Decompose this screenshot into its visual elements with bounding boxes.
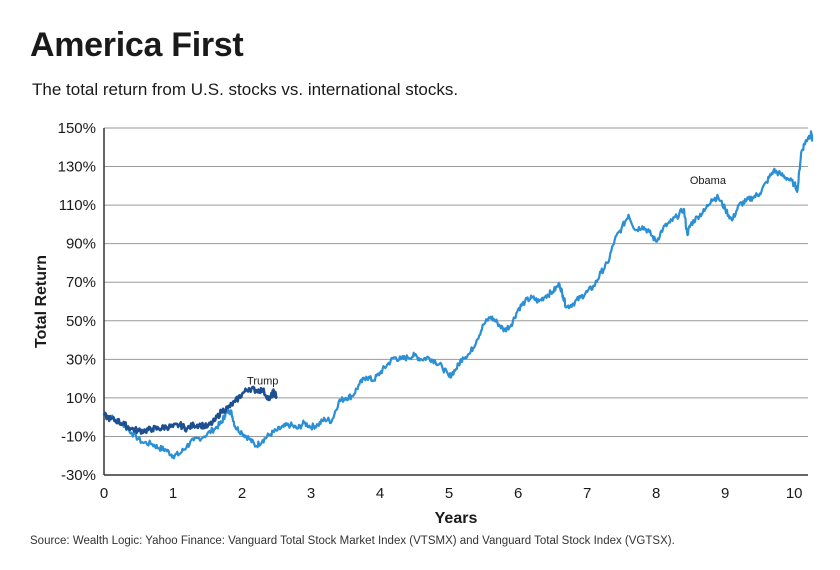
y-tick-label: 110% — [59, 197, 96, 214]
x-tick-label: 10 — [786, 485, 803, 502]
x-tick-label: 3 — [307, 485, 315, 502]
chart-subtitle: The total return from U.S. stocks vs. in… — [32, 80, 459, 99]
y-axis-title: Total Return — [33, 255, 50, 348]
y-tick-label: 50% — [66, 313, 96, 330]
y-tick-label: -10% — [61, 428, 96, 445]
x-tick-labels: 0 1 2 3 4 5 6 7 8 9 10 — [100, 485, 803, 502]
y-tick-label: 30% — [66, 351, 96, 368]
series-label-trump: Trump — [247, 375, 278, 387]
y-tick-label: 90% — [66, 236, 96, 253]
x-tick-label: 8 — [652, 485, 660, 502]
series-label-obama: Obama — [690, 175, 727, 187]
x-tick-label: 5 — [445, 485, 453, 502]
x-tick-label: 0 — [100, 485, 108, 502]
source-note: Source: Wealth Logic: Yahoo Finance: Van… — [30, 535, 675, 547]
line-chart: 150% 130% 110% 90% 70% 50% 30% 10% -10% -30% 0 1 2 3… — [33, 120, 814, 527]
series-line-trump — [102, 385, 278, 435]
series-annotations: Obama Trump — [247, 175, 727, 387]
y-tick-label: 130% — [58, 159, 96, 176]
chart-title: America First — [30, 26, 244, 64]
y-tick-label: -30% — [61, 467, 96, 484]
x-tick-label: 7 — [583, 485, 591, 502]
y-tick-label: 150% — [58, 120, 96, 137]
x-tick-label: 2 — [238, 485, 246, 502]
x-tick-label: 6 — [514, 485, 522, 502]
series-line-obama — [103, 130, 814, 460]
x-tick-label: 1 — [169, 485, 177, 502]
y-tick-labels: 150% 130% 110% 90% 70% 50% 30% 10% -10% -30% — [58, 120, 96, 484]
y-tick-label: 70% — [66, 274, 96, 291]
series-lines — [102, 130, 814, 460]
x-tick-label: 9 — [721, 485, 729, 502]
x-axis-title: Years — [435, 510, 478, 527]
y-tick-label: 10% — [66, 390, 96, 407]
x-tick-label: 4 — [376, 485, 384, 502]
